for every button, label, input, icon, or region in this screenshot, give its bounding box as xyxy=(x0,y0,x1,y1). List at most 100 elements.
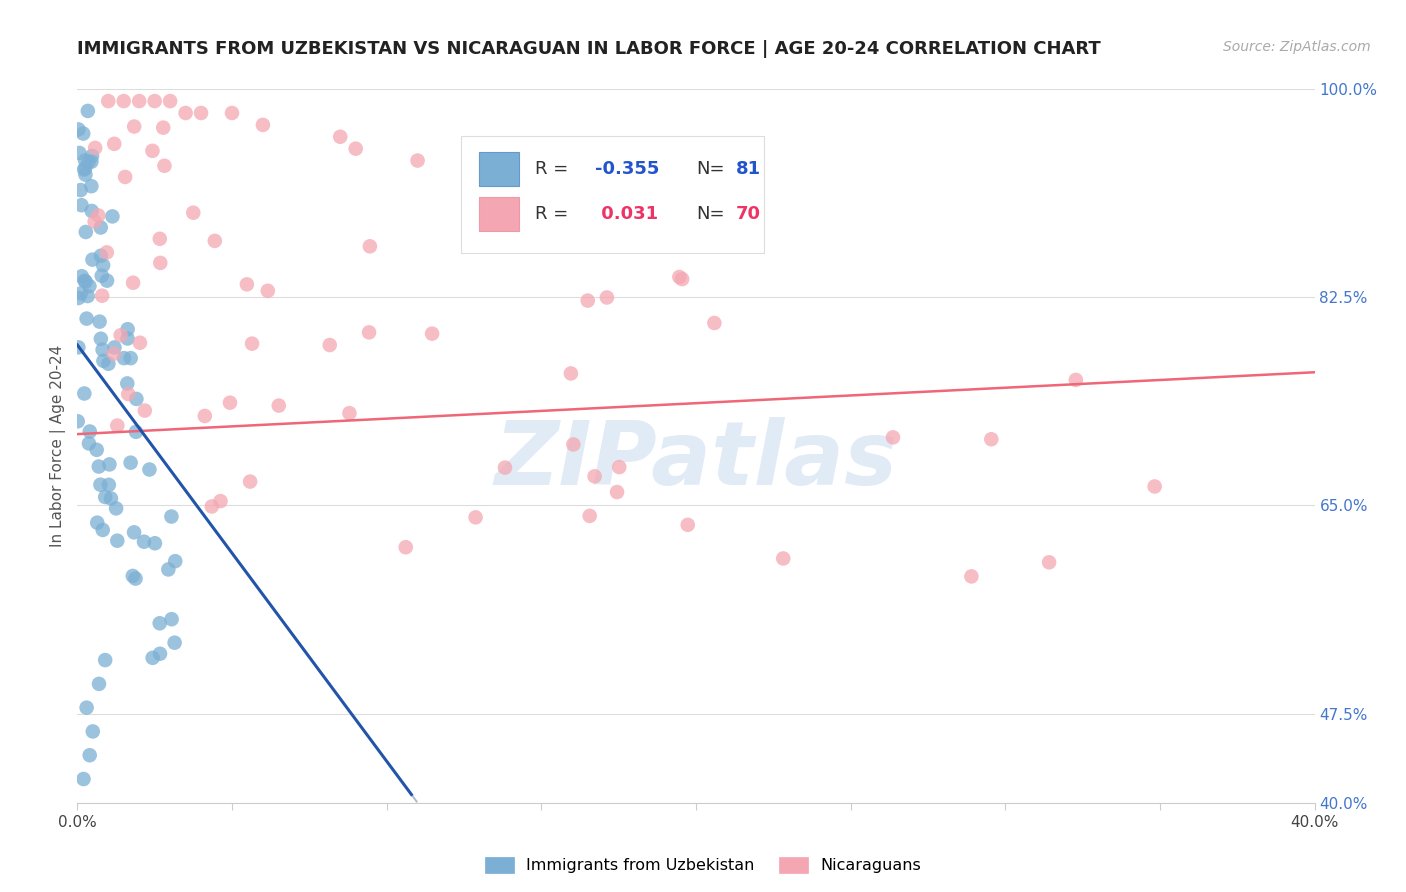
Point xyxy=(125,392,148,406)
Point xyxy=(395,540,418,554)
Text: ZIPatlas: ZIPatlas xyxy=(495,417,897,504)
Point xyxy=(70,269,93,284)
Point xyxy=(72,772,94,786)
Point xyxy=(89,315,111,329)
Point xyxy=(67,340,90,354)
Point xyxy=(122,276,145,290)
Text: N=: N= xyxy=(696,161,724,178)
Point xyxy=(160,612,183,626)
Point xyxy=(357,326,380,340)
Point xyxy=(157,562,180,576)
Point xyxy=(143,536,166,550)
Point xyxy=(153,159,176,173)
Point xyxy=(149,616,172,631)
Point xyxy=(1064,373,1087,387)
Point xyxy=(97,357,120,371)
Point xyxy=(75,275,97,289)
Point xyxy=(406,153,429,168)
Point xyxy=(87,677,110,691)
Point xyxy=(578,508,600,523)
Point xyxy=(103,136,125,151)
Point xyxy=(204,234,226,248)
Point xyxy=(110,328,132,343)
Point xyxy=(90,268,112,283)
Point xyxy=(174,106,197,120)
Point xyxy=(103,347,125,361)
Point xyxy=(142,650,165,665)
Point xyxy=(703,316,725,330)
Point xyxy=(75,225,97,239)
Text: 70: 70 xyxy=(735,205,761,223)
Legend: Immigrants from Uzbekistan, Nicaraguans: Immigrants from Uzbekistan, Nicaraguans xyxy=(478,850,928,880)
Point xyxy=(960,569,983,583)
Point xyxy=(105,533,128,548)
Point xyxy=(79,425,101,439)
Point xyxy=(76,289,98,303)
Point xyxy=(1143,479,1166,493)
Point xyxy=(84,141,107,155)
Point xyxy=(96,274,118,288)
Point xyxy=(105,418,128,433)
Text: -0.355: -0.355 xyxy=(595,161,659,178)
Point xyxy=(120,351,142,365)
Point xyxy=(181,205,204,219)
Text: N=: N= xyxy=(696,205,724,223)
Point xyxy=(67,146,90,161)
Point xyxy=(882,430,904,444)
Point xyxy=(344,142,367,156)
Point xyxy=(149,232,172,246)
Point xyxy=(329,129,352,144)
Point xyxy=(69,183,91,197)
Text: R =: R = xyxy=(536,205,574,223)
Point xyxy=(91,288,114,302)
Text: IMMIGRANTS FROM UZBEKISTAN VS NICARAGUAN IN LABOR FORCE | AGE 20-24 CORRELATION : IMMIGRANTS FROM UZBEKISTAN VS NICARAGUAN… xyxy=(77,40,1101,58)
Point xyxy=(90,220,112,235)
Point xyxy=(98,458,121,472)
Point xyxy=(80,204,103,219)
Point xyxy=(583,469,606,483)
Point xyxy=(124,572,146,586)
Point xyxy=(80,154,103,169)
Point xyxy=(141,144,163,158)
Point xyxy=(576,293,599,308)
Point xyxy=(117,387,139,401)
Point xyxy=(339,406,361,420)
Point xyxy=(73,274,96,288)
Point xyxy=(112,351,135,365)
Text: 0.031: 0.031 xyxy=(595,205,658,223)
Point xyxy=(76,311,98,326)
Point xyxy=(240,336,263,351)
Point xyxy=(97,94,120,108)
Point xyxy=(676,517,699,532)
Point xyxy=(70,198,93,212)
Point xyxy=(160,509,183,524)
Point xyxy=(319,338,342,352)
Point xyxy=(120,456,142,470)
Point xyxy=(67,291,90,305)
Point xyxy=(209,494,232,508)
Point xyxy=(94,490,117,504)
Point xyxy=(128,94,150,108)
Point xyxy=(152,120,174,135)
Point xyxy=(134,403,156,417)
FancyBboxPatch shape xyxy=(479,152,519,186)
Point xyxy=(94,653,117,667)
Point xyxy=(86,516,108,530)
Point xyxy=(89,477,111,491)
Point xyxy=(90,249,112,263)
Point xyxy=(159,94,181,108)
Point xyxy=(252,118,274,132)
Point xyxy=(87,208,110,222)
Point xyxy=(122,120,145,134)
Point xyxy=(86,442,108,457)
Point xyxy=(82,252,104,267)
Point xyxy=(668,270,690,285)
Point xyxy=(562,437,585,451)
Point xyxy=(772,551,794,566)
Point xyxy=(75,168,97,182)
Point xyxy=(75,161,97,176)
Point xyxy=(77,436,100,450)
Point xyxy=(101,210,124,224)
Point xyxy=(82,724,104,739)
Point xyxy=(494,460,516,475)
